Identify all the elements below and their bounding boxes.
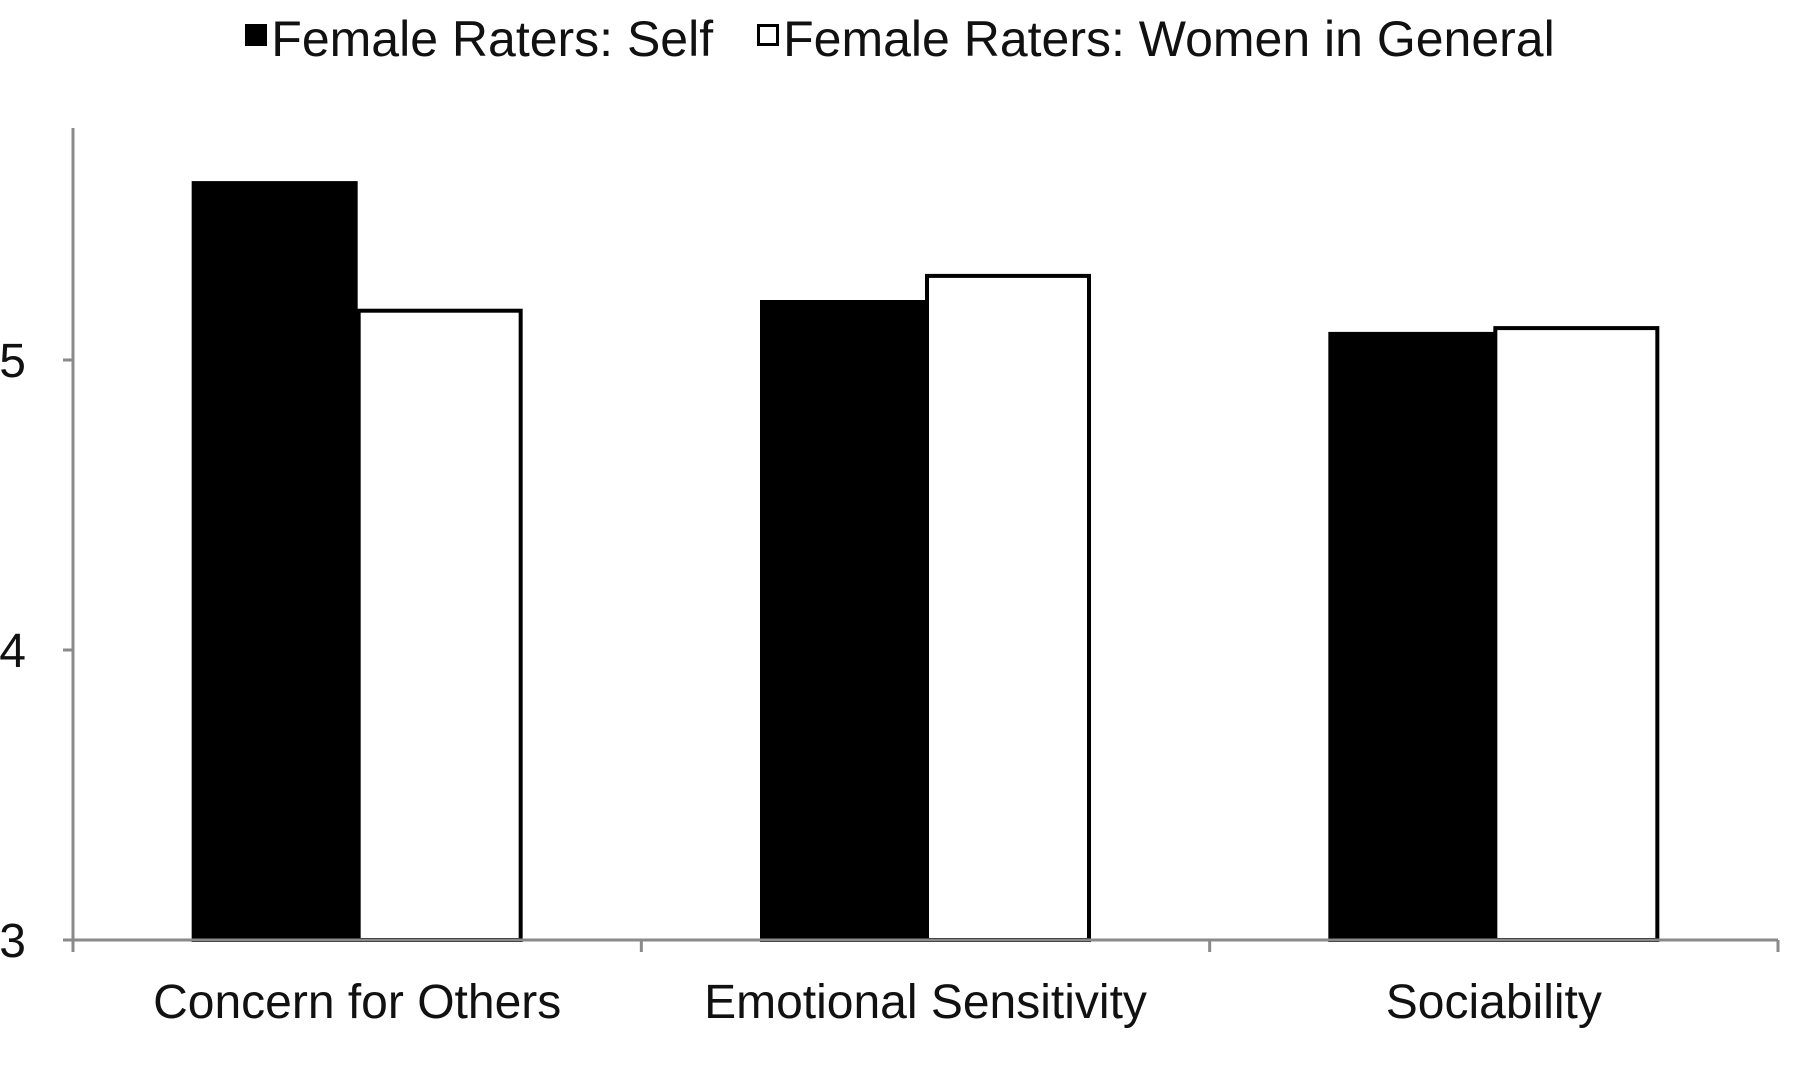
bar-self-1 [191, 181, 358, 943]
y-tick-label: 5 [0, 335, 26, 388]
legend-swatch-women-in-general [757, 24, 780, 46]
y-tick-label: 3 [0, 915, 26, 968]
legend-label-women-in-general: Female Raters: Women in General [783, 11, 1555, 67]
legend-item-self: Female Raters: Self [245, 10, 713, 68]
bar-women-in-general-1 [356, 308, 523, 942]
x-tick-label: Emotional Sensitivity [704, 976, 1147, 1029]
bar-women-in-general-3 [1493, 326, 1660, 943]
legend-swatch-self [245, 24, 268, 46]
x-tick-label: Sociability [1386, 976, 1602, 1029]
x-tick-label: Concern for Others [153, 976, 561, 1029]
chart-legend: Female Raters: Self Female Raters: Women… [0, 10, 1800, 68]
legend-label-self: Female Raters: Self [271, 11, 714, 67]
legend-item-women-in-general: Female Raters: Women in General [757, 10, 1555, 68]
bar-women-in-general-2 [925, 273, 1091, 942]
bar-self-3 [1328, 331, 1495, 942]
y-tick-label: 4 [0, 625, 26, 678]
bar-self-2 [760, 300, 926, 942]
